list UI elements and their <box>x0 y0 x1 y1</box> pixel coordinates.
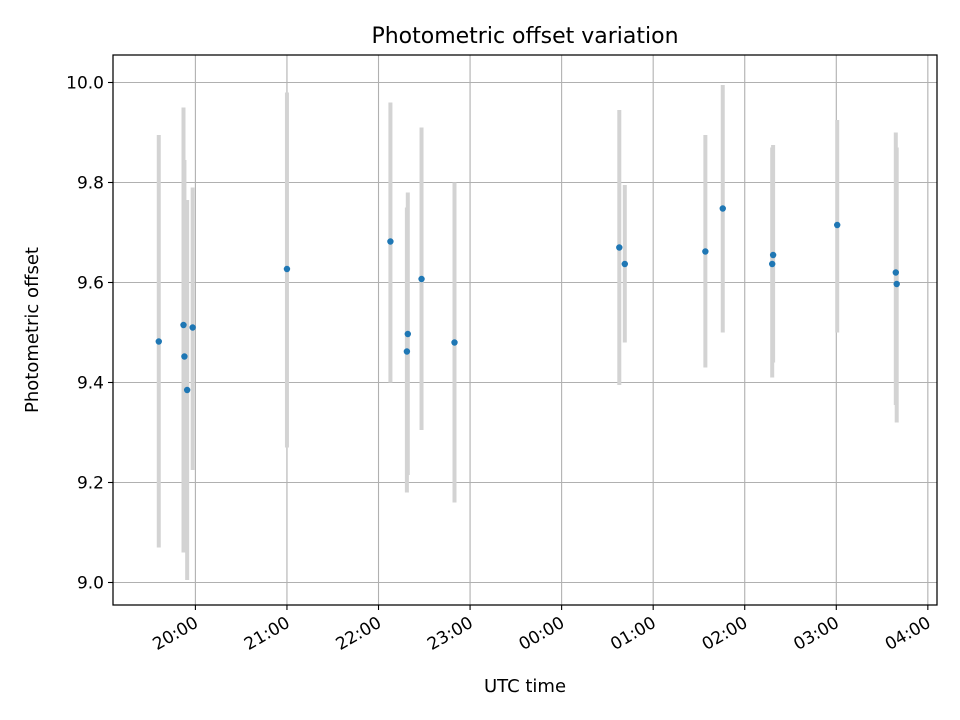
x-tick-label: 01:00 <box>607 613 659 655</box>
error-bars <box>156 85 899 580</box>
grid-lines <box>113 55 937 605</box>
x-tick-label: 00:00 <box>516 613 568 655</box>
data-point <box>404 330 412 338</box>
data-point <box>893 280 900 288</box>
x-tick-label: 21:00 <box>241 613 293 655</box>
y-tick-label: 9.6 <box>77 274 104 294</box>
data-point <box>834 221 841 229</box>
data-point <box>616 244 623 251</box>
y-tick-label: 10.0 <box>66 74 104 94</box>
data-point <box>403 348 411 355</box>
x-tick-label: 02:00 <box>699 613 751 655</box>
chart-title: Photometric offset variation <box>371 24 678 49</box>
y-tick-label: 9.4 <box>77 374 104 394</box>
data-point <box>719 205 726 212</box>
data-point <box>621 260 628 268</box>
x-tick-label: 04:00 <box>882 613 934 655</box>
x-tick-label: 23:00 <box>424 613 476 655</box>
y-tick-label: 9.8 <box>77 174 104 194</box>
data-point <box>451 339 458 346</box>
y-axis-label: Photometric offset <box>22 247 43 413</box>
data-point <box>283 265 291 273</box>
data-point <box>769 260 776 268</box>
data-point <box>387 238 394 245</box>
data-point <box>189 324 196 331</box>
data-point <box>892 269 899 276</box>
data-point <box>702 248 709 255</box>
data-point <box>180 321 187 329</box>
axis-ticks: 20:00 21:00 22:00 23:00 00:00 01:00 02:00 03:00… <box>66 74 934 655</box>
plot-frame <box>112 54 938 606</box>
data-point <box>181 353 188 360</box>
data-point <box>418 275 425 283</box>
data-points <box>155 205 900 394</box>
data-point <box>183 386 191 394</box>
data-point <box>155 338 162 345</box>
x-tick-label: 20:00 <box>149 613 201 655</box>
x-tick-label: 22:00 <box>333 613 385 655</box>
x-tick-label: 03:00 <box>790 613 842 655</box>
data-point <box>769 251 777 259</box>
y-tick-label: 9.0 <box>77 574 104 594</box>
y-tick-label: 9.2 <box>77 474 104 494</box>
x-axis-label: UTC time <box>484 676 566 697</box>
